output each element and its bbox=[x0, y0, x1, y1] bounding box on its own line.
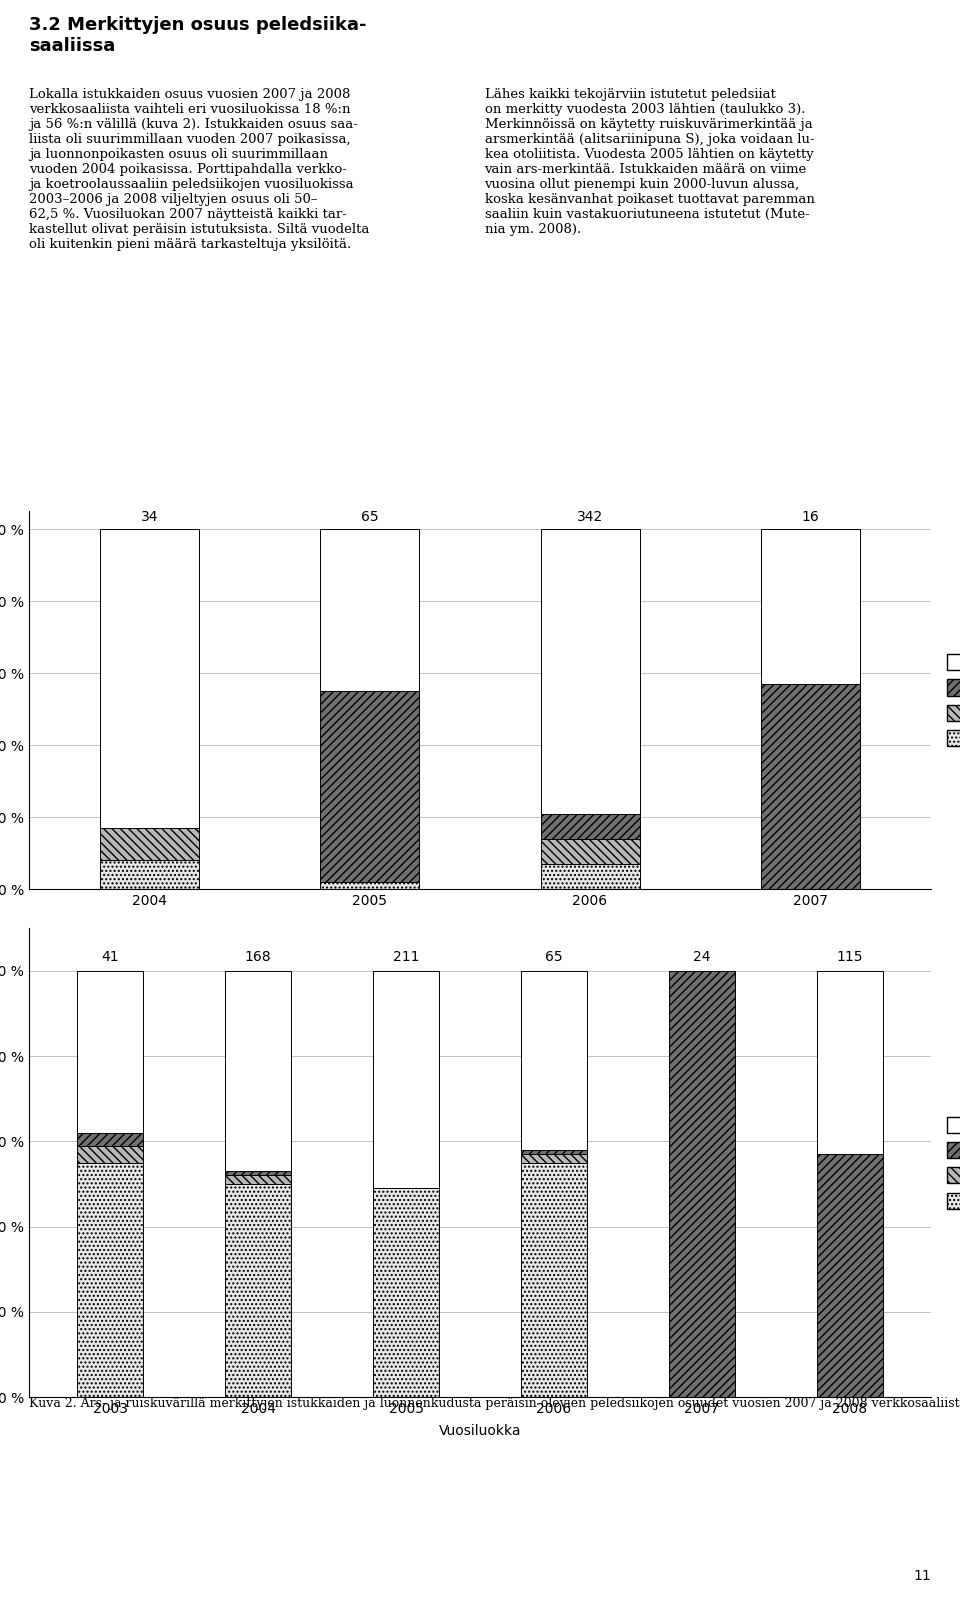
Text: 65: 65 bbox=[545, 951, 563, 965]
Bar bbox=[540, 529, 639, 813]
Text: Kuva 2. Ars- ja ruiskuvärillä merkittyjen istukkaiden ja luonnonkudusta peräisin: Kuva 2. Ars- ja ruiskuvärillä merkittyje… bbox=[29, 1398, 960, 1411]
Bar bbox=[817, 970, 883, 1154]
Bar bbox=[77, 1133, 143, 1146]
Bar bbox=[372, 970, 440, 1188]
Text: 168: 168 bbox=[245, 951, 272, 965]
Bar bbox=[668, 970, 735, 1398]
Bar bbox=[321, 691, 420, 881]
Text: Lähes kaikki tekojärviin istutetut peledsiiat
on merkitty vuodesta 2003 lähtien : Lähes kaikki tekojärviin istutetut peled… bbox=[485, 87, 814, 236]
Bar bbox=[520, 1154, 588, 1162]
Text: 24: 24 bbox=[693, 951, 710, 965]
Text: 11: 11 bbox=[914, 1569, 931, 1583]
Text: 34: 34 bbox=[141, 510, 158, 525]
Text: 65: 65 bbox=[361, 510, 379, 525]
Text: Lokalla istukkaiden osuus vuosien 2007 ja 2008
verkkosaaliista vaihteli eri vuos: Lokalla istukkaiden osuus vuosien 2007 j… bbox=[29, 87, 370, 250]
Legend: Luonnonkutu, Ars b, ars d, Ruiskuväri: Luonnonkutu, Ars b, ars d, Ruiskuväri bbox=[947, 654, 960, 746]
Bar bbox=[225, 1185, 292, 1398]
Bar bbox=[77, 1162, 143, 1398]
Bar bbox=[520, 970, 588, 1149]
Bar bbox=[77, 970, 143, 1133]
Text: 342: 342 bbox=[577, 510, 603, 525]
Text: 115: 115 bbox=[836, 951, 863, 965]
Bar bbox=[372, 1188, 440, 1398]
Text: 16: 16 bbox=[802, 510, 819, 525]
Bar bbox=[760, 684, 859, 889]
Text: 41: 41 bbox=[102, 951, 119, 965]
Bar bbox=[321, 881, 420, 889]
Bar bbox=[520, 1162, 588, 1398]
Bar bbox=[760, 529, 859, 684]
Bar bbox=[817, 1154, 883, 1398]
Bar bbox=[540, 863, 639, 889]
Bar bbox=[101, 828, 200, 860]
Bar bbox=[321, 529, 420, 691]
Bar bbox=[225, 1172, 292, 1175]
X-axis label: Vuosiluokka: Vuosiluokka bbox=[439, 1425, 521, 1438]
Bar bbox=[520, 1149, 588, 1154]
Text: 3.2 Merkittyjen osuus peledsiika-
saaliissa: 3.2 Merkittyjen osuus peledsiika- saalii… bbox=[29, 16, 367, 55]
Bar bbox=[101, 529, 200, 828]
Legend: Luonnonkutu, Ars b, Ars d, Ruiskuväri: Luonnonkutu, Ars b, Ars d, Ruiskuväri bbox=[947, 1117, 960, 1209]
Bar bbox=[225, 1175, 292, 1185]
Bar bbox=[225, 970, 292, 1172]
Bar bbox=[540, 813, 639, 839]
Bar bbox=[101, 860, 200, 889]
Text: 211: 211 bbox=[393, 951, 420, 965]
Bar bbox=[77, 1146, 143, 1162]
Bar bbox=[540, 839, 639, 863]
